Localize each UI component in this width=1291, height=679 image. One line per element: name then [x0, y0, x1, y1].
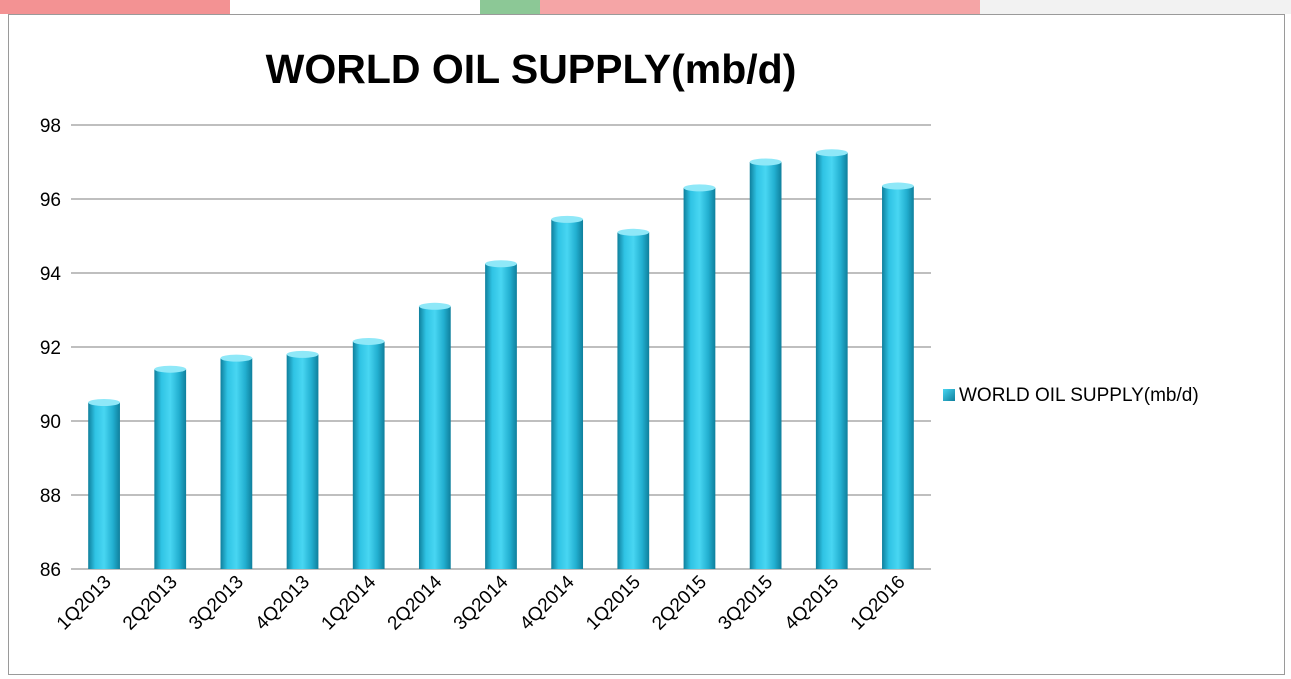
x-tick-label: 1Q2016	[847, 572, 910, 635]
chart-title: WORLD OIL SUPPLY(mb/d)	[266, 46, 797, 92]
bar-top-cap	[154, 365, 187, 373]
background-strip	[0, 0, 1291, 14]
bar	[418, 302, 451, 569]
bar-body	[551, 219, 584, 569]
legend: WORLD OIL SUPPLY(mb/d)	[943, 385, 1199, 406]
x-tick-label: 1Q2013	[53, 572, 116, 635]
x-tick-label: 2Q2015	[648, 572, 711, 635]
background-strip-graphic	[0, 0, 1291, 14]
bar-body	[882, 186, 914, 570]
bar-chart: WORLD OIL SUPPLY(mb/d) 86 88 90 92 94 96 98 1Q…	[40, 46, 1199, 634]
x-tick-label: 4Q2013	[251, 572, 314, 635]
strip-band-5	[980, 0, 1291, 14]
x-axis-ticks: 1Q2013 2Q2013 3Q2013 4Q2013 1Q2014 2Q2014 3Q20…	[53, 571, 910, 634]
bar-top-cap	[683, 184, 716, 192]
x-tick-label: 2Q2013	[119, 572, 182, 635]
legend-swatch	[943, 389, 955, 401]
bar-body	[815, 152, 848, 569]
bar	[352, 337, 385, 569]
bars	[88, 149, 914, 570]
bar-body	[88, 402, 120, 569]
x-tick-label: 3Q2013	[185, 572, 248, 635]
bar	[286, 350, 319, 569]
bar-body	[418, 306, 451, 569]
bar-top-cap	[551, 215, 584, 223]
bar-body	[485, 263, 517, 569]
y-tick-label: 88	[40, 486, 61, 507]
y-tick-label: 98	[40, 116, 61, 137]
bar	[749, 158, 782, 569]
y-axis-ticks: 86 88 90 92 94 96 98	[40, 116, 62, 581]
bar	[88, 399, 120, 569]
bar-top-cap	[286, 350, 319, 358]
x-tick-label: 1Q2014	[318, 571, 381, 634]
bar	[815, 149, 848, 569]
y-tick-label: 94	[40, 264, 62, 285]
bar	[485, 260, 517, 569]
bar-top-cap	[88, 399, 120, 406]
x-tick-label: 2Q2014	[384, 571, 447, 634]
chart-frame: WORLD OIL SUPPLY(mb/d) 86 88 90 92 94 96 98 1Q…	[8, 14, 1285, 675]
bar-top-cap	[418, 302, 451, 310]
bar	[551, 215, 584, 569]
bar-body	[352, 341, 385, 569]
y-tick-label: 86	[40, 560, 61, 581]
strip-band-2	[230, 0, 480, 14]
bar-body	[154, 369, 187, 569]
bar-body	[286, 354, 319, 569]
bar	[882, 182, 914, 570]
x-tick-label: 3Q2014	[450, 571, 513, 634]
x-tick-label: 4Q2015	[781, 572, 844, 635]
bar-top-cap	[882, 182, 914, 190]
strip-band-3	[480, 0, 540, 14]
bar	[617, 228, 650, 570]
bar-top-cap	[815, 149, 848, 157]
legend-label: WORLD OIL SUPPLY(mb/d)	[959, 385, 1199, 406]
strip-band-4	[540, 0, 980, 14]
bar	[683, 184, 716, 569]
y-tick-label: 92	[40, 338, 61, 359]
x-tick-label: 3Q2015	[714, 572, 777, 635]
bar-body	[683, 187, 716, 569]
bar	[220, 354, 253, 569]
bar-top-cap	[617, 228, 650, 236]
bar-top-cap	[220, 354, 253, 362]
y-tick-label: 90	[40, 412, 61, 433]
y-tick-label: 96	[40, 190, 61, 211]
strip-band-1	[0, 0, 230, 14]
bar-body	[617, 232, 650, 570]
x-tick-label: 4Q2014	[516, 571, 579, 634]
bar-top-cap	[485, 260, 517, 268]
bar	[154, 365, 187, 569]
x-tick-label: 1Q2015	[582, 572, 645, 635]
bar-top-cap	[352, 337, 385, 345]
bar-body	[220, 358, 253, 569]
bar-body	[749, 162, 782, 569]
bar-top-cap	[749, 158, 782, 166]
